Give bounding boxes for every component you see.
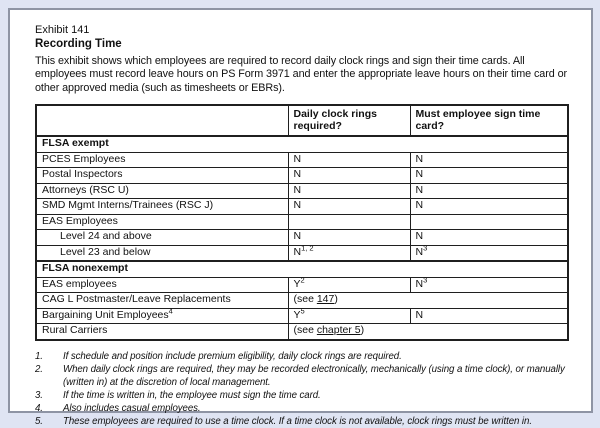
table-row: SMD Mgmt Interns/Trainees (RSC J) N N xyxy=(35,198,569,215)
table-row: EAS employees Y2 N3 xyxy=(35,275,569,294)
clock-rings-cell: N1, 2 xyxy=(287,243,411,262)
clock-rings-cell: Y5 xyxy=(287,306,411,325)
employee-category-cell: EAS employees xyxy=(35,276,289,294)
section-header-flsa-nonexempt: FLSA nonexempt xyxy=(35,260,569,278)
table-row: PCES Employees N N xyxy=(35,151,569,169)
footnote-item: 2. When daily clock rings are required, … xyxy=(35,363,570,389)
cross-reference-text: ) xyxy=(360,324,365,337)
cross-reference-text: (see xyxy=(293,293,317,306)
intro-paragraph: This exhibit shows which employees are r… xyxy=(35,55,568,94)
cross-reference-text: (see xyxy=(293,324,317,337)
footnote-ref: 5 xyxy=(300,306,305,316)
clock-rings-cell: Y2 xyxy=(287,275,411,294)
employee-category-cell: Attorneys (RSC U) xyxy=(35,182,289,200)
exhibit-label: Exhibit 141 xyxy=(35,24,90,36)
clock-rings-cell: N xyxy=(287,182,411,200)
footnote-item: 3. If the time is written in, the employ… xyxy=(35,389,570,402)
employee-category-cell: PCES Employees xyxy=(35,151,289,169)
table-row: Postal Inspectors N N xyxy=(35,167,569,184)
sign-card-cell: N3 xyxy=(409,275,569,294)
column-header-sign-card: Must employee sign time card? xyxy=(409,104,569,138)
column-header-employee-category xyxy=(35,104,289,138)
table-row: EAS Employees xyxy=(35,213,569,231)
footnote-ref: 3 xyxy=(423,243,428,253)
section-label: FLSA exempt xyxy=(35,135,569,153)
footnote-item: 4. Also includes casual employees. xyxy=(35,402,570,415)
cross-reference-link[interactable]: chapter 5 xyxy=(316,324,361,337)
clock-rings-cell: N xyxy=(287,167,411,184)
footnote-text: These employees are required to use a ti… xyxy=(63,415,532,427)
sign-card-cell: N xyxy=(409,182,569,200)
table-row: Level 24 and above N N xyxy=(35,229,569,246)
footnote-ref: 4 xyxy=(168,306,173,316)
clock-rings-cell: N xyxy=(287,151,411,169)
cross-reference-text: ) xyxy=(334,293,338,306)
footnote-text: If the time is written in, the employee … xyxy=(63,389,321,401)
section-label: FLSA nonexempt xyxy=(35,260,569,278)
sign-card-cell: N xyxy=(409,307,569,325)
footnote-item: 5. These employees are required to use a… xyxy=(35,415,570,428)
employee-category-cell: SMD Mgmt Interns/Trainees (RSC J) xyxy=(35,198,289,215)
employee-category-cell: EAS Employees xyxy=(35,213,289,231)
footnote-item: 1. If schedule and position include prem… xyxy=(35,350,570,363)
table-row: Level 23 and below N1, 2 N3 xyxy=(35,243,569,262)
footnote-ref: 3 xyxy=(423,275,428,285)
footnote-number: 2. xyxy=(35,363,43,375)
employee-category-cell: Bargaining Unit Employees4 xyxy=(35,306,289,325)
footnote-text: Also includes casual employees. xyxy=(63,402,201,414)
cell-value: N xyxy=(415,277,424,290)
table-row: Rural Carriers (see chapter 5) xyxy=(35,323,569,341)
cross-reference-cell: (see 147) xyxy=(287,292,569,309)
clock-rings-cell: N xyxy=(287,198,411,215)
column-header-clock-rings: Daily clock rings required? xyxy=(287,104,411,138)
employee-category-cell: CAG L Postmaster/Leave Replacements xyxy=(35,292,289,309)
section-header-flsa-exempt: FLSA exempt xyxy=(35,135,569,153)
sign-card-cell: N xyxy=(409,198,569,215)
table-row: Bargaining Unit Employees4 Y5 N xyxy=(35,306,569,325)
cross-reference-cell: (see chapter 5) xyxy=(287,323,569,341)
cross-reference-link[interactable]: 147 xyxy=(316,293,335,306)
cell-value: Y xyxy=(293,308,301,321)
footnote-number: 5. xyxy=(35,415,43,427)
recording-time-table: Daily clock rings required? Must employe… xyxy=(35,104,569,341)
footnote-number: 1. xyxy=(35,350,43,362)
footnote-number: 3. xyxy=(35,389,43,401)
employee-category-cell: Postal Inspectors xyxy=(35,167,289,184)
sign-card-cell xyxy=(409,213,569,231)
employee-category-cell: Level 23 and below xyxy=(35,244,289,262)
cell-value: Bargaining Unit Employees xyxy=(42,308,169,321)
footnote-number: 4. xyxy=(35,402,43,414)
document-sheet: Exhibit 141 Recording Time This exhibit … xyxy=(8,8,593,427)
cell-value: N xyxy=(293,245,302,258)
sign-card-cell: N3 xyxy=(409,243,569,262)
cell-value: N xyxy=(415,245,424,258)
table-header-row: Daily clock rings required? Must employe… xyxy=(35,104,569,138)
employee-category-cell: Rural Carriers xyxy=(35,323,289,341)
sign-card-cell: N xyxy=(409,229,569,246)
document-title: Recording Time xyxy=(35,38,122,50)
employee-category-cell: Level 24 and above xyxy=(35,229,289,246)
clock-rings-cell xyxy=(287,213,411,231)
cell-value: Y xyxy=(293,277,301,290)
table-row: Attorneys (RSC U) N N xyxy=(35,182,569,200)
sign-card-cell: N xyxy=(409,167,569,184)
footnote-ref: 2 xyxy=(300,275,305,285)
footnote-text: If schedule and position include premium… xyxy=(63,350,402,362)
sign-card-cell: N xyxy=(409,151,569,169)
footnotes-list: 1. If schedule and position include prem… xyxy=(35,350,570,428)
footnote-text: When daily clock rings are required, the… xyxy=(63,363,565,388)
footnote-ref: 1, 2 xyxy=(301,243,314,253)
